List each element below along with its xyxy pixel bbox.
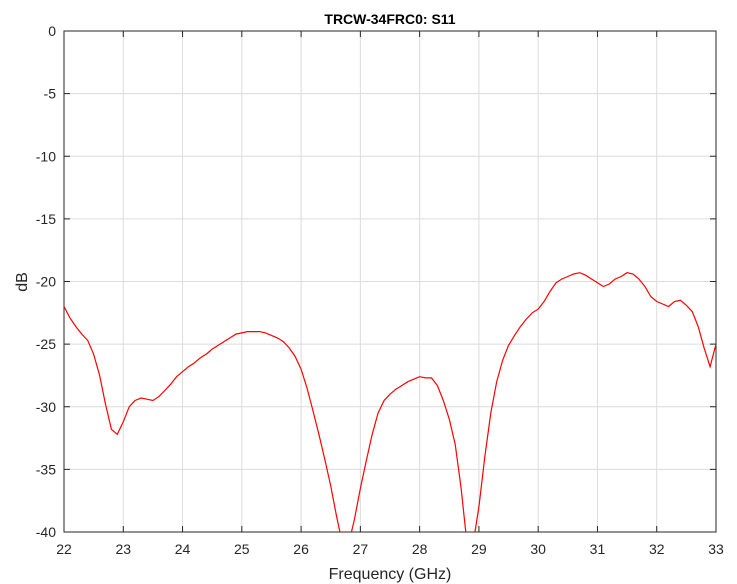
y-tick-label: -30 (36, 399, 56, 415)
y-tick-label: -25 (36, 336, 56, 352)
y-tick-label: -10 (36, 148, 56, 164)
x-tick-label: 31 (590, 541, 606, 557)
y-tick-label: -15 (36, 211, 56, 227)
x-tick-label: 30 (530, 541, 546, 557)
x-tick-label: 24 (175, 541, 191, 557)
series-group (64, 273, 716, 545)
y-tick-label: -5 (44, 86, 57, 102)
x-tick-label: 32 (649, 541, 665, 557)
x-tick-labels: 22 23 24 25 26 27 28 29 30 31 32 33 (56, 541, 724, 557)
y-tick-labels: 0 -5 -10 -15 -20 -25 -30 -35 -40 (36, 23, 56, 540)
y-axis-label: dB (14, 272, 31, 292)
x-tick-label: 22 (56, 541, 72, 557)
x-tick-label: 25 (234, 541, 250, 557)
y-tick-label: -35 (36, 461, 56, 477)
s11-series-line (64, 273, 716, 545)
chart-title: TRCW-34FRC0: S11 (324, 11, 455, 27)
y-tick-label: 0 (48, 23, 56, 39)
x-axis-label: Frequency (GHz) (329, 566, 452, 583)
grid-lines (64, 31, 716, 532)
x-tick-label: 28 (412, 541, 428, 557)
y-tick-label: -40 (36, 524, 56, 540)
y-tick-label: -20 (36, 274, 56, 290)
x-tick-label: 29 (471, 541, 487, 557)
x-tick-label: 23 (115, 541, 131, 557)
x-tick-label: 26 (293, 541, 309, 557)
x-tick-label: 33 (708, 541, 724, 557)
x-tick-label: 27 (353, 541, 369, 557)
